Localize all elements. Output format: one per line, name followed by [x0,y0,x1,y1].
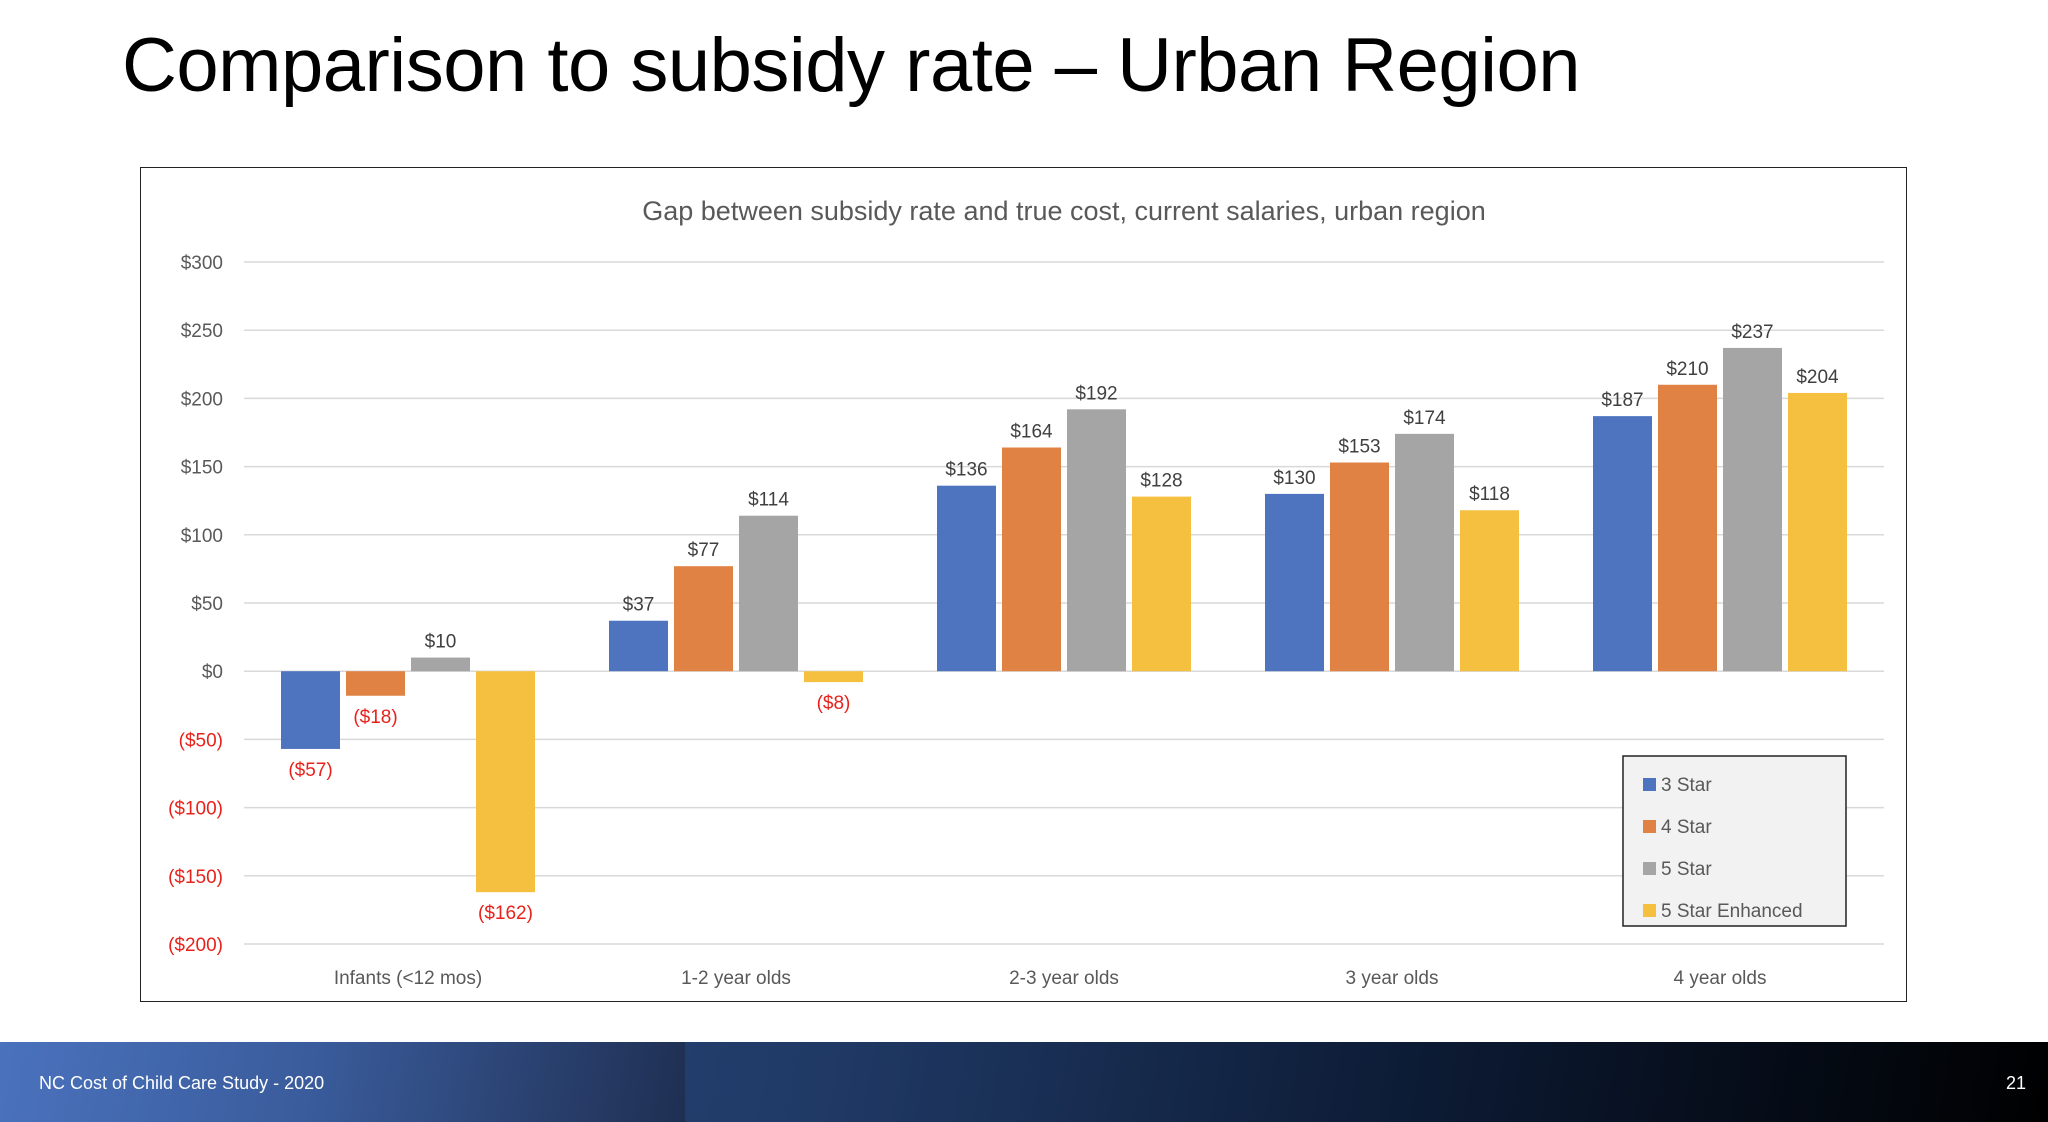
bar [1658,384,1717,672]
bar [411,657,470,672]
chart-title: Gap between subsidy rate and true cost, … [642,196,1485,226]
x-tick-label: 1-2 year olds [681,968,791,989]
page-number: 21 [2005,1073,2026,1093]
bar [1067,409,1126,672]
data-label: $164 [1010,422,1053,443]
bar [1002,447,1061,672]
data-label: ($162) [478,903,533,924]
legend-label: 5 Star Enhanced [1661,901,1803,922]
footer-left-panel [0,1042,685,1122]
footer-text: NC Cost of Child Care Study - 2020 [39,1073,325,1093]
data-label: ($18) [353,707,397,728]
data-label: $210 [1666,359,1708,380]
data-label: ($8) [817,693,851,714]
bar [1132,496,1191,672]
bar [1395,433,1454,672]
legend-box [1622,755,1847,927]
slide-title: Comparison to subsidy rate – Urban Regio… [122,23,1581,108]
x-tick-label: 4 year olds [1674,968,1767,989]
data-label: ($57) [288,760,332,781]
y-tick-label: $0 [202,662,223,683]
bar [1330,462,1389,672]
data-label: $187 [1601,390,1643,411]
x-tick-label: 2-3 year olds [1009,968,1119,989]
data-label: $204 [1796,367,1839,388]
data-label: $153 [1338,437,1380,458]
bar [674,566,733,672]
data-label: $114 [748,490,789,511]
y-tick-label: $200 [181,389,223,410]
legend-label: 3 Star [1661,775,1712,796]
data-label: $128 [1140,471,1182,492]
chart-frame: Gap between subsidy rate and true cost, … [140,167,1907,1002]
y-tick-label: $250 [181,321,223,342]
data-label: $10 [425,632,457,653]
y-tick-label: $50 [191,594,223,615]
bar [937,485,996,672]
legend-label: 5 Star [1661,859,1712,880]
y-tick-label: ($150) [168,867,223,888]
legend-label: 4 Star [1661,817,1712,838]
bar [804,671,863,683]
x-tick-label: Infants (<12 mos) [334,968,482,989]
y-tick-label: $150 [181,458,223,479]
bar [1723,347,1782,672]
y-tick-label: ($50) [179,730,223,751]
y-tick-label: $100 [181,526,223,547]
y-tick-label: ($100) [168,799,223,820]
bar [1460,510,1519,672]
legend-swatch [1643,820,1656,833]
x-tick-label: 3 year olds [1346,968,1439,989]
data-label: $77 [688,540,720,561]
footer-bar: NC Cost of Child Care Study - 2020 21 [0,1042,2048,1122]
legend-swatch [1643,778,1656,791]
bar [1788,392,1847,672]
data-label: $192 [1075,383,1117,404]
y-tick-label: ($200) [168,935,223,956]
data-label: $136 [945,460,987,481]
bar [346,671,405,696]
bar-chart: Gap between subsidy rate and true cost, … [168,196,1884,989]
bar [739,515,798,672]
bar [1265,493,1324,672]
data-label: $237 [1731,322,1773,343]
legend-swatch [1643,904,1656,917]
data-label: $37 [623,595,655,616]
data-label: $130 [1273,468,1315,489]
data-label: $118 [1469,484,1510,505]
bar [281,671,340,749]
legend-swatch [1643,862,1656,875]
bar [1593,416,1652,672]
y-tick-label: $300 [181,253,223,274]
bar [476,671,535,893]
bar [609,620,668,672]
data-label: $174 [1403,408,1446,429]
